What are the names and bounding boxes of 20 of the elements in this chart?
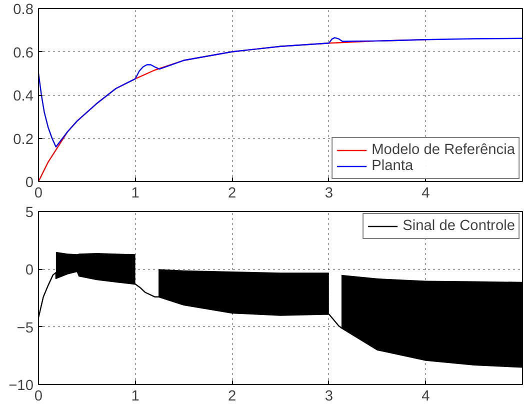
y-tick-label: 0.8	[13, 2, 34, 18]
y-tick-label: 0.4	[13, 88, 34, 104]
x-tick-label: 1	[131, 186, 140, 202]
y-tick-label: 5	[25, 205, 34, 221]
x-tick-label: 4	[422, 388, 430, 404]
x-tick-label: 3	[324, 388, 333, 404]
y-tick-label: 0	[25, 262, 34, 279]
legend-label: Sinal de Controle	[402, 218, 515, 234]
y-tick-label: −10	[8, 378, 34, 394]
legend-label: Planta	[372, 158, 414, 174]
x-tick-label: 1	[131, 388, 140, 404]
y-tick-label: −5	[16, 320, 34, 336]
y-tick-label: 0.6	[13, 45, 34, 62]
x-tick-label: 4	[422, 186, 430, 202]
y-tick-label: 0	[25, 175, 34, 191]
x-tick-label: 2	[228, 388, 236, 404]
x-tick-label: 3	[324, 186, 333, 202]
x-tick-label: 2	[228, 186, 236, 202]
legend-label: Modelo de Referência	[372, 142, 515, 158]
y-tick-label: 0.2	[13, 132, 34, 148]
